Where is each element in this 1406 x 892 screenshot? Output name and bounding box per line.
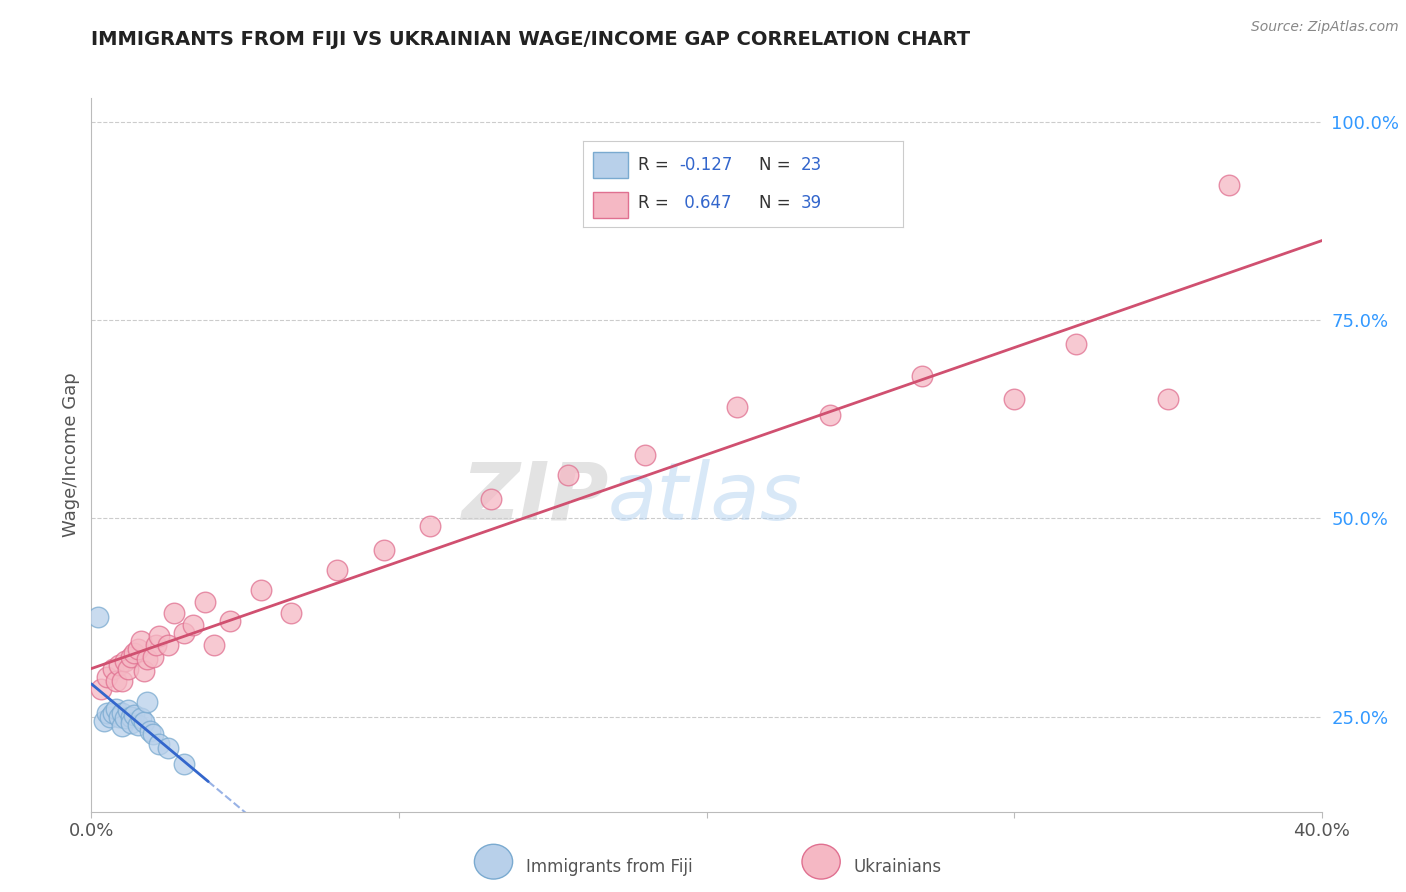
Point xyxy=(93,714,115,728)
Point xyxy=(101,662,124,676)
Point xyxy=(105,673,127,688)
Point xyxy=(120,650,142,665)
Point xyxy=(1157,392,1180,407)
Text: R =: R = xyxy=(638,156,669,174)
Text: Source: ZipAtlas.com: Source: ZipAtlas.com xyxy=(1251,20,1399,34)
Text: Immigrants from Fiji: Immigrants from Fiji xyxy=(526,858,693,876)
Point xyxy=(111,673,134,688)
Text: 0.647: 0.647 xyxy=(679,194,733,211)
Point xyxy=(818,409,841,423)
Point xyxy=(725,401,748,415)
Point xyxy=(202,638,225,652)
Point xyxy=(135,695,157,709)
Point xyxy=(105,701,127,715)
Point xyxy=(479,491,502,506)
Point xyxy=(249,582,271,597)
Point xyxy=(1218,178,1240,193)
Point xyxy=(86,610,108,624)
Ellipse shape xyxy=(801,844,841,880)
Point xyxy=(280,607,302,621)
Text: 39: 39 xyxy=(801,194,823,211)
Point xyxy=(129,634,152,648)
Point xyxy=(634,448,657,462)
Text: N =: N = xyxy=(759,156,792,174)
Text: 23: 23 xyxy=(801,156,823,174)
Point xyxy=(132,715,155,730)
Point xyxy=(120,709,142,723)
Text: ZIP: ZIP xyxy=(461,458,607,537)
Point xyxy=(142,727,165,741)
Point xyxy=(132,664,155,678)
Point xyxy=(139,723,162,738)
Point xyxy=(173,626,195,640)
Point xyxy=(120,715,142,730)
Point xyxy=(90,681,112,696)
Y-axis label: Wage/Income Gap: Wage/Income Gap xyxy=(62,373,80,537)
Point xyxy=(142,650,165,665)
Point xyxy=(114,711,136,725)
Point xyxy=(101,706,124,720)
Point xyxy=(124,646,146,660)
Text: -0.127: -0.127 xyxy=(679,156,733,174)
Point xyxy=(145,638,167,652)
Point xyxy=(124,708,146,723)
Point xyxy=(135,652,157,666)
Point xyxy=(163,607,186,621)
Point xyxy=(194,594,217,608)
Point xyxy=(373,543,395,558)
Point xyxy=(127,642,149,657)
Point xyxy=(148,737,170,751)
Point xyxy=(218,615,240,629)
Ellipse shape xyxy=(474,844,513,880)
Point xyxy=(111,719,134,733)
Point xyxy=(419,519,441,533)
Point xyxy=(326,563,349,577)
Text: N =: N = xyxy=(759,194,792,211)
Point xyxy=(127,717,149,731)
Point xyxy=(96,706,118,720)
Point xyxy=(148,629,170,643)
Text: atlas: atlas xyxy=(607,458,803,537)
Point xyxy=(173,757,195,772)
Point xyxy=(1064,337,1087,351)
Text: Ukrainians: Ukrainians xyxy=(853,858,942,876)
Text: IMMIGRANTS FROM FIJI VS UKRAINIAN WAGE/INCOME GAP CORRELATION CHART: IMMIGRANTS FROM FIJI VS UKRAINIAN WAGE/I… xyxy=(91,30,970,49)
Point xyxy=(114,654,136,668)
Text: R =: R = xyxy=(638,194,669,211)
Point xyxy=(181,618,204,632)
Point xyxy=(111,706,134,720)
Point xyxy=(117,662,139,676)
Point xyxy=(911,368,934,383)
FancyBboxPatch shape xyxy=(593,152,628,178)
Point xyxy=(157,638,180,652)
Point xyxy=(557,467,579,482)
Point xyxy=(98,709,121,723)
Point xyxy=(129,711,152,725)
Point xyxy=(108,709,131,723)
Point xyxy=(108,658,131,673)
Point xyxy=(117,703,139,717)
Point xyxy=(96,670,118,684)
Point xyxy=(1002,392,1025,407)
Point xyxy=(157,741,180,756)
FancyBboxPatch shape xyxy=(593,193,628,218)
